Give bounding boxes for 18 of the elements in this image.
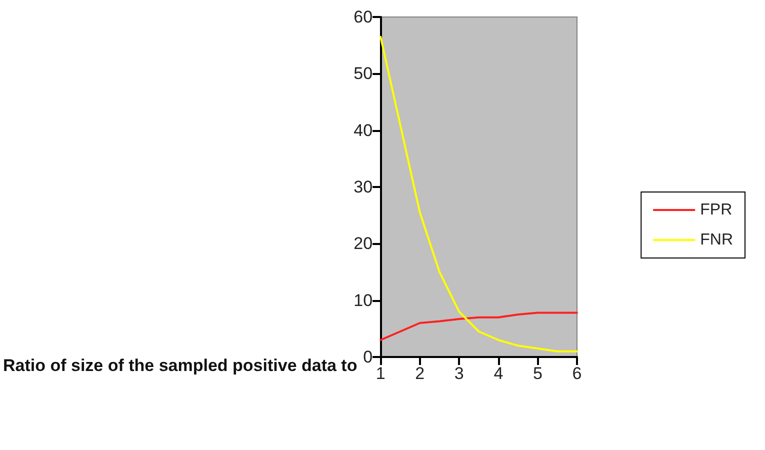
x-tick-label: 3 bbox=[454, 364, 464, 383]
x-tick-label: 6 bbox=[572, 364, 582, 383]
y-tick-label: 0 bbox=[363, 348, 373, 366]
line-series bbox=[380, 36, 578, 352]
y-tick-label: 40 bbox=[354, 120, 373, 140]
x-tick-label: 4 bbox=[494, 364, 504, 383]
y-tick-label: 10 bbox=[354, 290, 373, 310]
y-tick-label: 50 bbox=[354, 64, 373, 84]
x-tick-label: 5 bbox=[532, 364, 542, 383]
y-tick-label: 60 bbox=[354, 8, 373, 26]
legend-label: FNR bbox=[700, 232, 734, 248]
x-axis-title: Ratio of size of the sampled positive data to bbox=[3, 356, 358, 375]
y-tick-label: 30 bbox=[354, 178, 373, 196]
legend-label: FPR bbox=[700, 202, 732, 218]
line-series bbox=[380, 312, 578, 341]
y-tick-label: 20 bbox=[354, 234, 373, 254]
x-tick-label: 1 bbox=[376, 364, 386, 383]
x-tick-label: 2 bbox=[415, 364, 425, 383]
